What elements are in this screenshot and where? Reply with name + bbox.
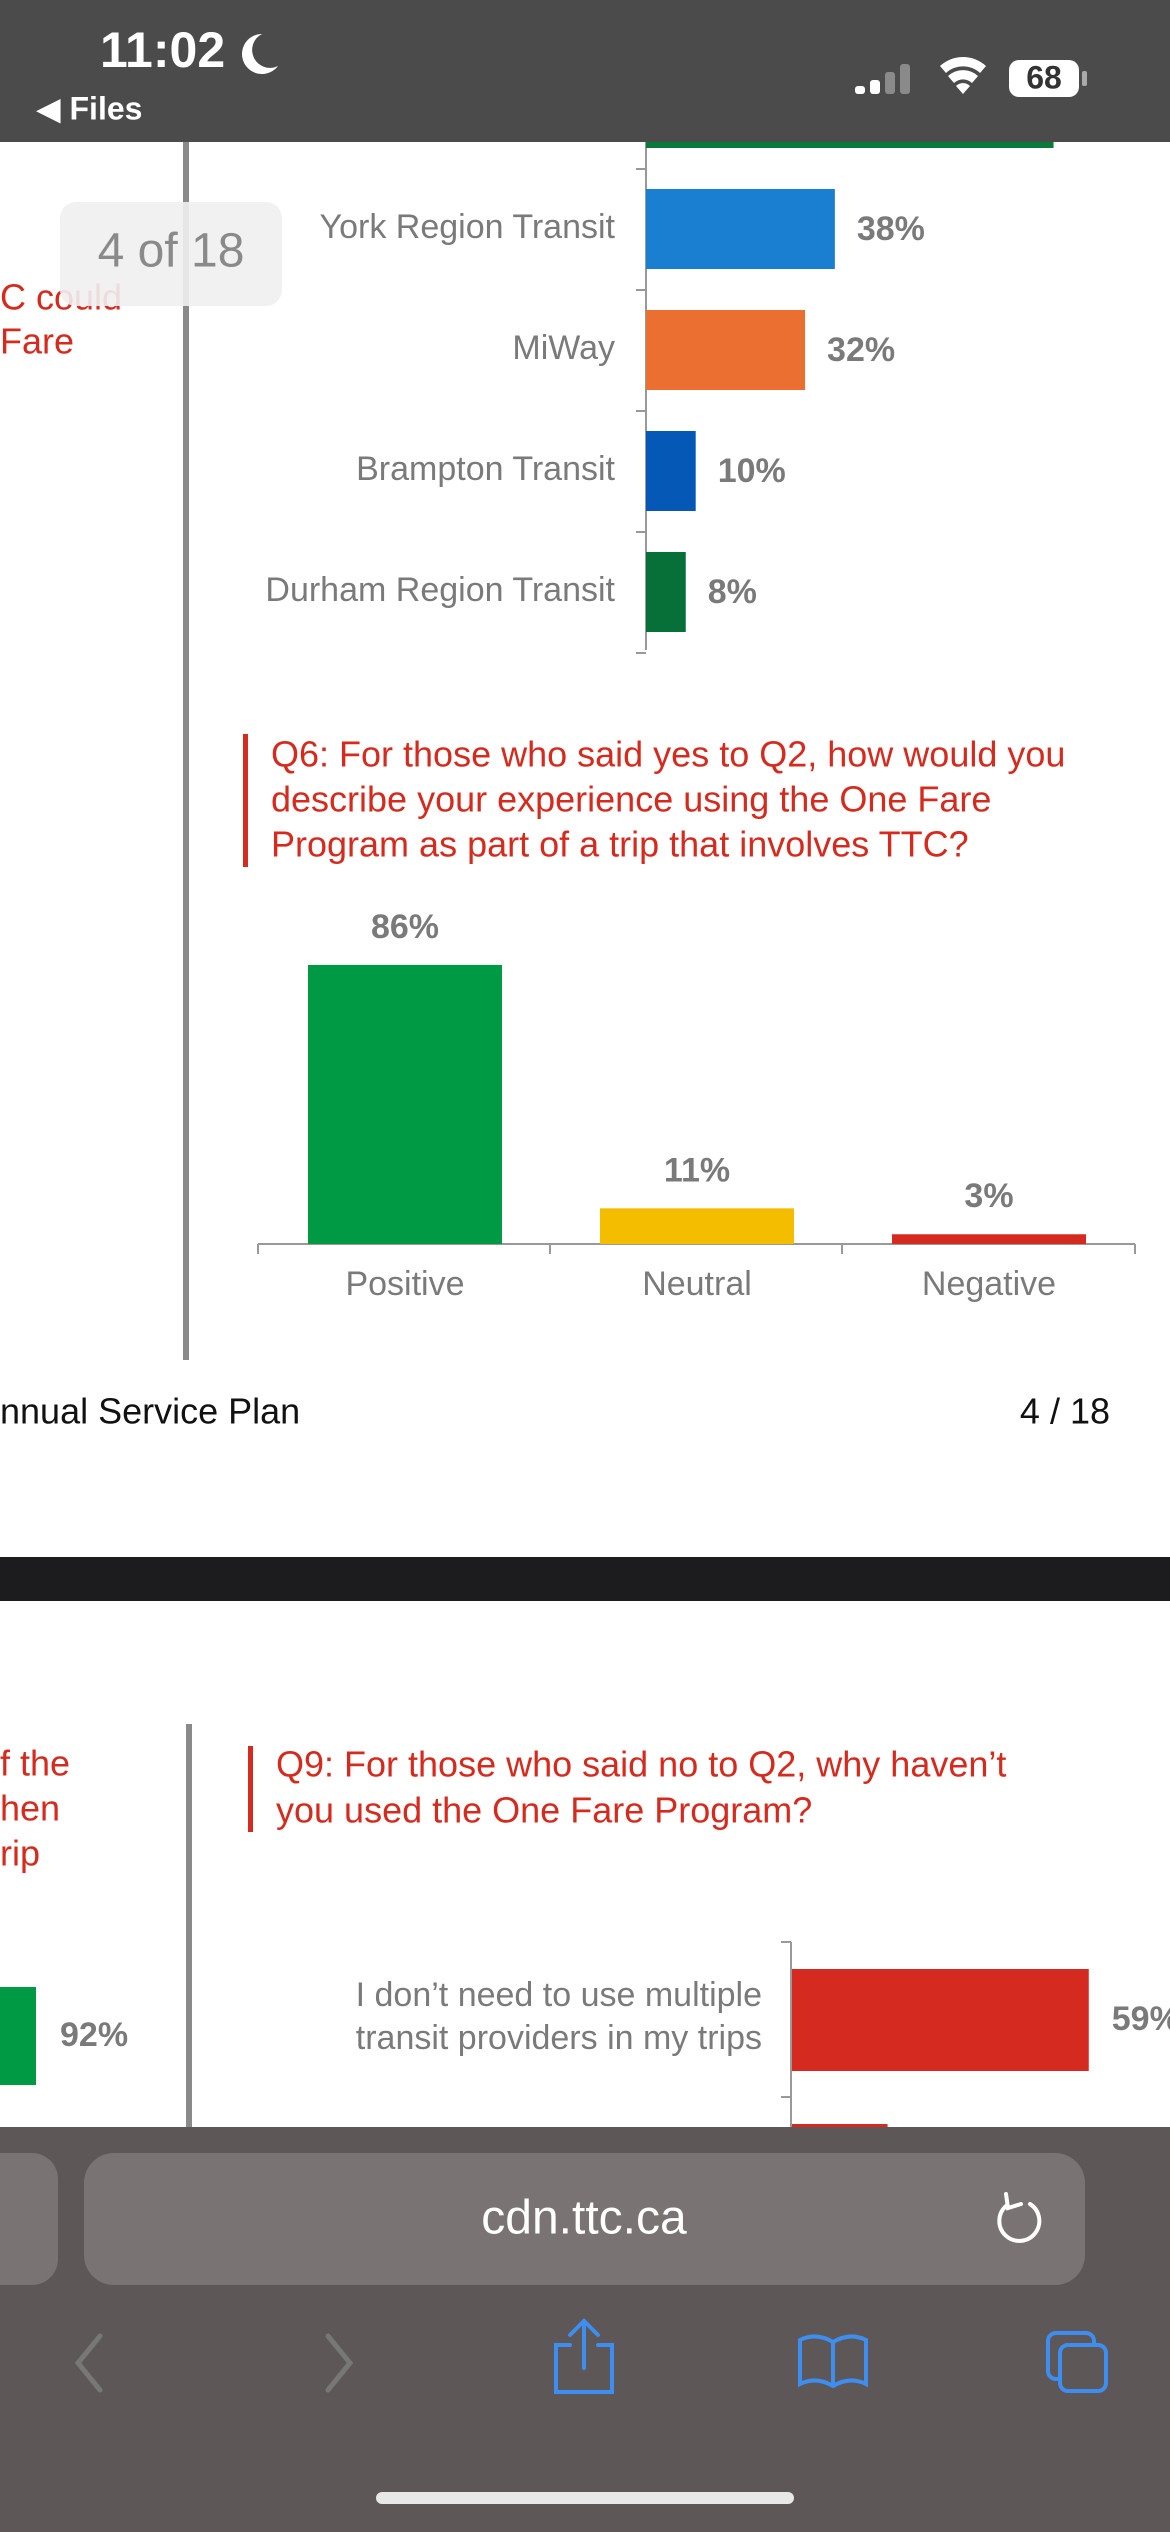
title-accent (243, 734, 248, 867)
reload-button[interactable] (997, 2192, 1042, 2243)
bar (646, 310, 806, 390)
tabs-button-front[interactable] (1058, 2343, 1108, 2393)
category-label: Negative (922, 1265, 1056, 1303)
bar (646, 552, 686, 632)
value-label: 11% (664, 1151, 730, 1189)
clock: 11:02 (100, 22, 225, 78)
value-label: 32% (827, 331, 895, 369)
forward-button[interactable] (325, 2333, 354, 2393)
signal-bar (870, 80, 880, 94)
question-title: Program as part of a trip that involves … (271, 824, 969, 865)
title-accent (248, 1746, 253, 1832)
footer-text: nnual Service Plan (0, 1391, 300, 1432)
value-label: 10% (718, 452, 786, 490)
category-label: I don’t need to use multiple (356, 1976, 762, 2014)
bar (792, 1969, 1089, 2071)
bar (646, 431, 696, 511)
signal-bar (900, 64, 910, 94)
moon-icon (242, 34, 278, 74)
back-button[interactable] (74, 2333, 103, 2393)
signal-bar (855, 86, 865, 94)
category-label: Positive (345, 1265, 464, 1303)
question-title: Q9: For those who said no to Q2, why hav… (276, 1744, 1006, 1785)
category-label: Neutral (642, 1265, 752, 1303)
value-label: 86% (371, 908, 439, 946)
url-text[interactable]: cdn.ttc.ca (481, 2192, 687, 2245)
bar (308, 964, 502, 1244)
value-label: 8% (708, 573, 757, 611)
question-title: describe your experience using the One F… (271, 779, 991, 820)
bar (646, 189, 835, 269)
value-label: 38% (857, 210, 925, 248)
back-link[interactable]: ◀ Files (36, 90, 142, 126)
category-label: Brampton Transit (356, 450, 615, 488)
bar (600, 1208, 794, 1244)
bookmarks-button[interactable] (798, 2334, 868, 2389)
side-text: Fare (0, 321, 74, 362)
page-badge (60, 202, 282, 306)
battery (1009, 60, 1079, 97)
page-number: 4 / 18 (1020, 1391, 1110, 1432)
question-title: Q6: For those who said yes to Q2, how wo… (271, 734, 1065, 775)
category-label: York Region Transit (320, 208, 616, 246)
category-label: Durham Region Transit (265, 571, 615, 609)
value-label: 3% (964, 1177, 1013, 1215)
side-text: rip (0, 1833, 40, 1874)
bar (0, 1987, 36, 2085)
status-bar (0, 0, 1170, 142)
home-indicator (376, 2492, 794, 2504)
page-badge-text: 4 of 18 (98, 225, 245, 278)
side-text: hen (0, 1788, 60, 1829)
value-label: 59% (1112, 2000, 1170, 2038)
side-text: f the (0, 1743, 70, 1784)
tab-preview (0, 2153, 58, 2285)
bar (892, 1234, 1086, 1244)
page-gap (0, 1557, 1170, 1601)
share-button[interactable] (554, 2318, 614, 2394)
battery-cap (1082, 71, 1087, 86)
category-label: transit providers in my trips (356, 2019, 762, 2057)
battery-level: 68 (1026, 59, 1062, 95)
signal-bar (885, 72, 895, 94)
value-label: 92% (60, 2016, 128, 2054)
wifi-icon (940, 57, 986, 94)
question-title: you used the One Fare Program? (276, 1790, 812, 1831)
category-label: MiWay (512, 329, 615, 367)
address-field[interactable] (84, 2153, 1085, 2285)
